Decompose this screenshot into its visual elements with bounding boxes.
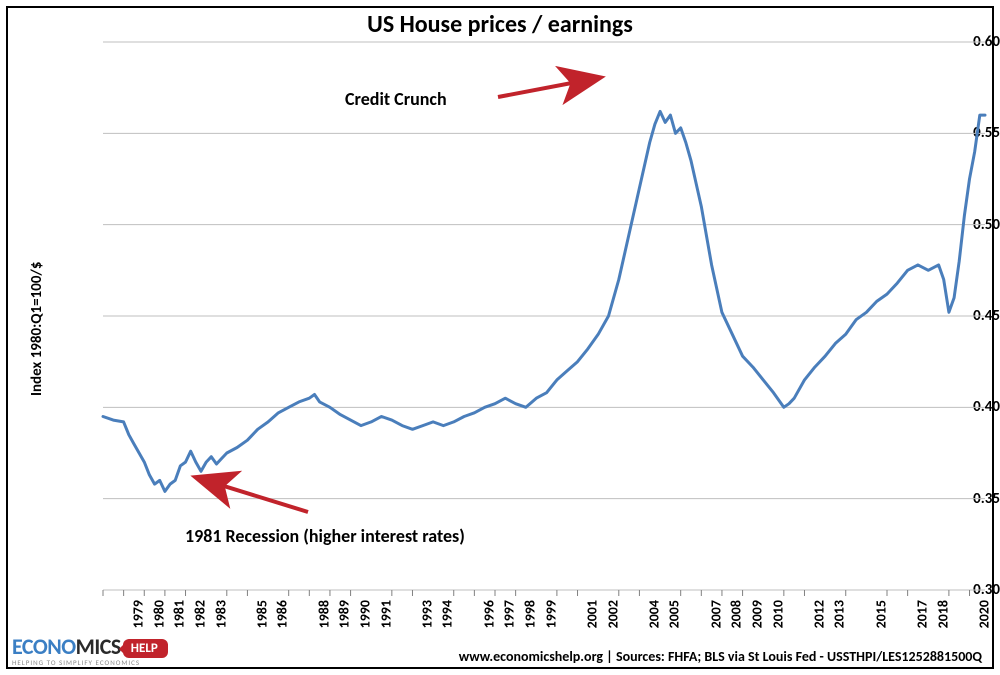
x-tick-label: 1991 — [377, 600, 394, 628]
x-tick-label: 2013 — [831, 600, 848, 628]
y-axis-label: Index 1980:Q1=100/$ — [28, 262, 46, 396]
x-tick-label: 2009 — [748, 600, 765, 628]
x-tick-label: 1986 — [274, 600, 291, 628]
x-tick-label: 2008 — [728, 600, 745, 628]
x-tick-label: 2004 — [645, 600, 662, 628]
annotation-label: 1981 Recession (higher interest rates) — [185, 525, 465, 547]
x-tick-label: 2018 — [934, 600, 951, 628]
x-tick-label: 1981 — [171, 600, 188, 628]
x-tick-label: 1985 — [253, 600, 270, 628]
x-tick-label: 1993 — [418, 600, 435, 628]
x-tick-label: 2020 — [975, 600, 992, 628]
x-tick-label: 1982 — [191, 600, 208, 628]
x-tick-label: 1989 — [336, 600, 353, 628]
x-tick-label: 2002 — [604, 600, 621, 628]
logo-text-left: ECONOMICS — [12, 633, 121, 660]
x-tick-label: 2001 — [583, 600, 600, 628]
x-tick-label: 1998 — [521, 600, 538, 628]
x-tick-label: 1999 — [542, 600, 559, 628]
x-tick-label: 2021 — [996, 600, 1000, 628]
x-tick-label: 2007 — [707, 600, 724, 628]
x-tick-label: 1983 — [212, 600, 229, 628]
logo-badge: HELP — [123, 639, 168, 658]
x-tick-label: 1979 — [129, 600, 146, 628]
x-tick-label: 1990 — [356, 600, 373, 628]
x-tick-label: 1996 — [480, 600, 497, 628]
line-chart — [103, 42, 985, 590]
x-tick-label: 2017 — [913, 600, 930, 628]
annotation-label: Credit Crunch — [345, 88, 447, 110]
chart-title: US House prices / earnings — [0, 10, 1000, 39]
x-tick-label: 1994 — [439, 600, 456, 628]
x-tick-label: 2010 — [769, 600, 786, 628]
footer-source: www.economicshelp.org | Sources: FHFA; B… — [459, 648, 982, 665]
x-tick-label: 1997 — [501, 600, 518, 628]
x-tick-label: 2005 — [666, 600, 683, 628]
economicshelp-logo: ECONOMICSHELP HELPING TO SIMPLIFY ECONOM… — [12, 633, 168, 667]
x-tick-label: 2015 — [872, 600, 889, 628]
x-tick-label: 1988 — [315, 600, 332, 628]
x-tick-label: 1980 — [150, 600, 167, 628]
x-tick-label: 2012 — [810, 600, 827, 628]
